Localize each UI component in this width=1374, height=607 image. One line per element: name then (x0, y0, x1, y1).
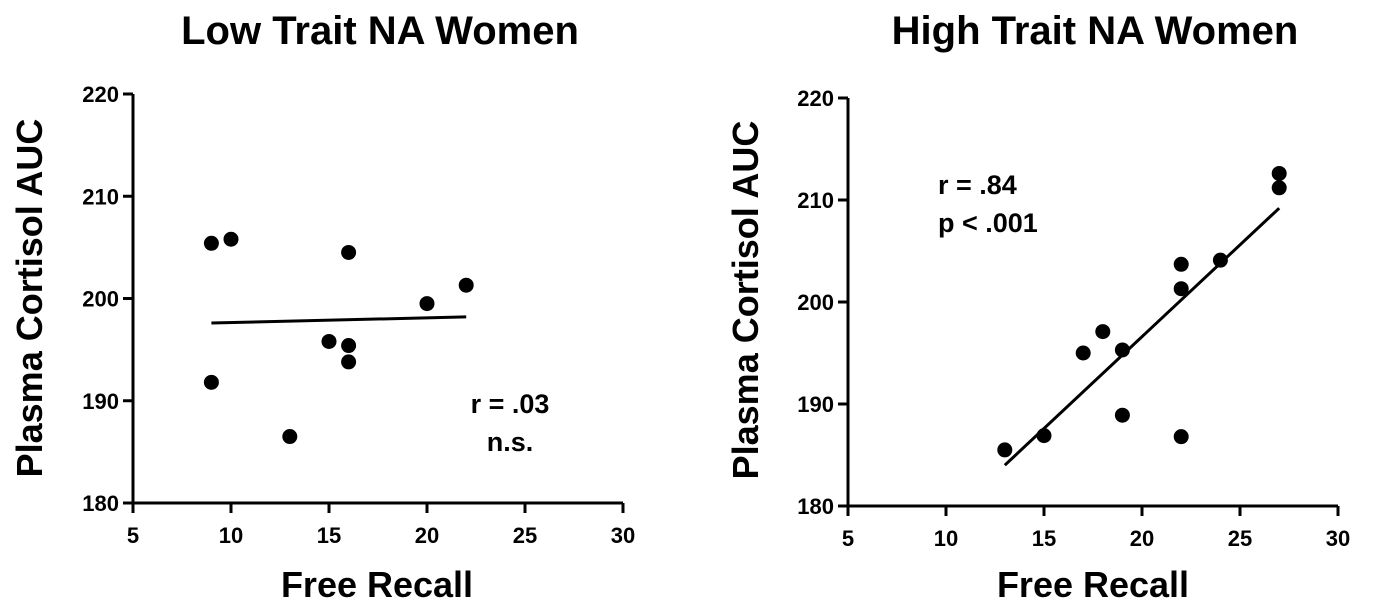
data-point (341, 354, 357, 370)
data-point (341, 338, 357, 354)
chart-title: High Trait NA Women (892, 9, 1299, 53)
data-point (223, 231, 239, 247)
x-tick-label: 10 (219, 523, 243, 548)
data-point (1271, 165, 1287, 181)
y-tick-label: 220 (82, 82, 119, 107)
x-tick-label: 15 (1032, 526, 1056, 551)
x-tick-label: 15 (317, 523, 341, 548)
data-point (203, 374, 219, 390)
data-point (1173, 281, 1189, 297)
regression-line (1003, 207, 1281, 467)
y-tick-label: 180 (797, 494, 834, 519)
y-tick-label: 220 (797, 86, 834, 111)
annotation-r: r = .84 (938, 170, 1017, 200)
x-tick-label: 10 (934, 526, 958, 551)
y-tick-label: 190 (82, 389, 119, 414)
annotation-significance: p < .001 (938, 208, 1038, 238)
x-tick-label: 25 (513, 523, 537, 548)
chart-title: Low Trait NA Women (181, 9, 579, 53)
regression-line (211, 315, 467, 325)
x-axis-label: Free Recall (997, 564, 1189, 605)
data-point (341, 244, 357, 260)
x-tick-label: 30 (1326, 526, 1350, 551)
y-tick-label: 210 (82, 184, 119, 209)
data-point (1271, 180, 1287, 196)
y-tick-label: 180 (82, 491, 119, 516)
data-point (1036, 428, 1052, 444)
x-tick-label: 30 (611, 523, 635, 548)
data-point (1114, 407, 1130, 423)
x-tick-label: 5 (842, 526, 854, 551)
data-point (1173, 429, 1189, 445)
data-point (282, 429, 298, 445)
y-axis-label: Plasma Cortisol AUC (9, 119, 50, 478)
data-point (1212, 252, 1228, 268)
y-tick-label: 200 (797, 290, 834, 315)
data-point (458, 277, 474, 293)
plot-area: 180 190 200 210 220 5 10 15 20 25 30 (82, 82, 635, 548)
x-tick-label: 20 (415, 523, 439, 548)
data-point (419, 296, 435, 312)
data-point (1095, 324, 1111, 340)
data-point (997, 442, 1013, 458)
x-tick-label: 20 (1130, 526, 1154, 551)
annotation-r: r = .03 (471, 389, 550, 419)
data-point (321, 333, 337, 349)
chart-panel-low-trait: Low Trait NA Women Plasma Cortisol AUC F… (9, 9, 635, 605)
y-tick-label: 200 (82, 287, 119, 312)
data-point (1173, 256, 1189, 272)
plot-area: 180 190 200 210 220 5 10 15 20 25 30 (797, 86, 1350, 551)
data-point (1114, 342, 1130, 358)
annotation-significance: n.s. (487, 427, 534, 457)
x-axis-label: Free Recall (281, 564, 473, 605)
x-tick-label: 5 (127, 523, 139, 548)
x-tick-label: 25 (1228, 526, 1252, 551)
data-point (203, 235, 219, 251)
chart-panel-high-trait: High Trait NA Women Plasma Cortisol AUC … (725, 9, 1350, 605)
y-axis-label: Plasma Cortisol AUC (725, 121, 766, 480)
y-tick-label: 210 (797, 188, 834, 213)
y-tick-label: 190 (797, 392, 834, 417)
data-point (1075, 345, 1091, 361)
